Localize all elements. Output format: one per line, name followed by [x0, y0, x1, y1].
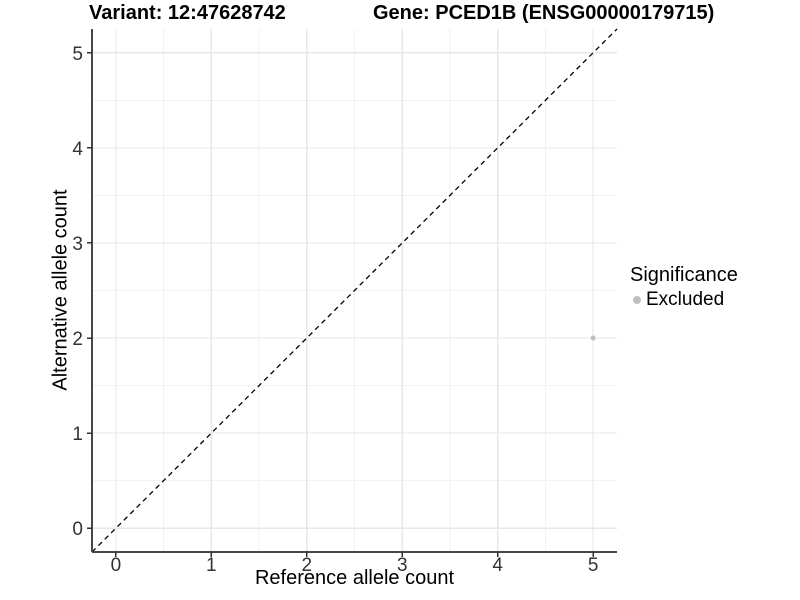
y-tick-label: 2: [72, 329, 83, 350]
x-tick-label: 4: [492, 555, 503, 576]
gene-title: Gene: PCED1B (ENSG00000179715): [373, 2, 715, 24]
legend-item-excluded: Excluded: [630, 289, 738, 311]
y-axis-label: Alternative allele count: [49, 189, 72, 391]
y-tick-label: 3: [72, 234, 83, 255]
x-tick-label: 2: [301, 555, 312, 576]
identity-line: [91, 28, 618, 553]
excluded-point-icon: [633, 296, 641, 304]
x-axis-label: Reference allele count: [254, 567, 454, 589]
data-point: [590, 335, 596, 341]
x-tick-label: 0: [111, 555, 122, 576]
y-tick-label: 0: [72, 519, 83, 540]
legend-item-label: Excluded: [646, 289, 725, 310]
variant-title: Variant: 12:47628742: [89, 2, 286, 24]
legend-title: Significance: [630, 264, 738, 286]
x-tick-label: 3: [397, 555, 408, 576]
legend: Significance Excluded: [630, 263, 738, 311]
x-tick-label: 5: [588, 555, 599, 576]
x-tick-label: 1: [206, 555, 217, 576]
y-tick-label: 1: [72, 424, 83, 445]
y-tick-label: 4: [72, 139, 83, 160]
y-tick-label: 5: [72, 44, 83, 65]
